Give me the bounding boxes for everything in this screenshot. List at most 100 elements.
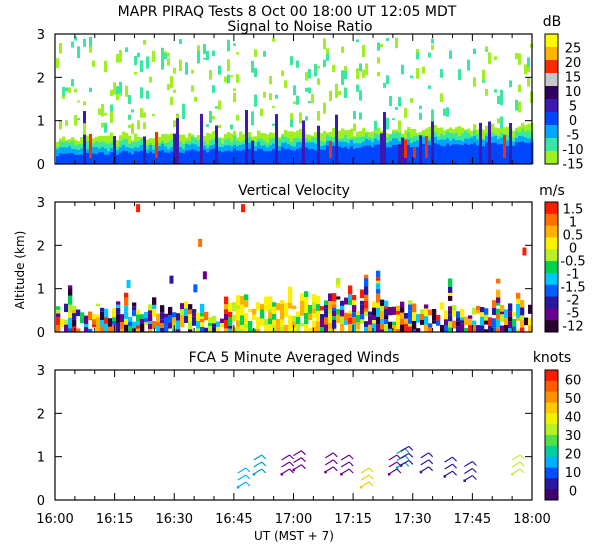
snr-cell	[500, 94, 503, 106]
velocity-cell	[68, 288, 73, 296]
velocity-cell	[96, 303, 101, 307]
velocity-cell	[228, 302, 233, 312]
velocity-cell	[304, 297, 309, 302]
snr-cell	[89, 154, 93, 164]
snr-cell	[305, 87, 308, 92]
velocity-cell	[232, 308, 237, 312]
velocity-cell	[256, 316, 261, 324]
colorbar-swatch	[545, 296, 558, 309]
velocity-cell	[400, 301, 405, 308]
velocity-cell	[524, 317, 529, 326]
colorbar-label: 40	[565, 410, 582, 425]
velocity-cell	[420, 313, 425, 321]
velocity-cell	[424, 316, 429, 325]
snr-cell	[500, 89, 503, 96]
velocity-cell	[388, 328, 393, 332]
wind-barb	[511, 454, 525, 476]
velocity-cell	[408, 326, 413, 332]
velocity-cell	[116, 304, 121, 308]
wind-barb	[395, 447, 410, 469]
snr-cell	[362, 44, 365, 58]
velocity-cell	[300, 300, 305, 305]
snr-cell	[215, 106, 218, 109]
velocity-cell	[56, 306, 61, 310]
wind-barb	[419, 452, 434, 474]
colorbar-label: -1.5	[560, 281, 585, 296]
colorbar-label: 30	[565, 429, 582, 444]
snr-cell	[182, 108, 185, 120]
velocity-cell	[340, 316, 345, 324]
colorbar-label: -5	[567, 128, 580, 143]
velocity-cell	[200, 326, 205, 332]
velocity-cell	[272, 313, 277, 320]
snr-cell	[380, 133, 383, 164]
velocity-cell	[112, 317, 117, 321]
velocity-cell	[300, 304, 305, 310]
velocity-cell	[152, 304, 157, 309]
snr-cell	[197, 51, 200, 64]
snr-cell	[359, 90, 362, 101]
colorbar-frame	[544, 369, 559, 501]
colorbar-label: -5	[567, 307, 580, 322]
velocity-cell	[368, 324, 373, 332]
colorbar-swatch	[545, 138, 558, 152]
velocity-cell	[224, 319, 229, 329]
snr-cell	[83, 101, 86, 106]
velocity-cell	[364, 278, 369, 287]
snr-cell	[62, 86, 65, 92]
velocity-cell	[404, 312, 409, 319]
velocity-cell	[516, 329, 521, 332]
velocity-cell	[164, 317, 169, 327]
velocity-cell	[516, 304, 521, 311]
velocity-cell	[460, 308, 465, 318]
velocity-cell	[444, 310, 449, 320]
velocity-cell	[272, 302, 277, 307]
velocity-cell	[520, 327, 525, 332]
velocity-cell	[184, 308, 189, 316]
velocity-cell	[444, 319, 449, 326]
velocity-cell	[496, 328, 501, 332]
snr-cell	[518, 142, 522, 164]
x-tick-label: 17:00	[275, 512, 312, 527]
velocity-cell	[241, 204, 246, 213]
snr-cell	[164, 52, 167, 60]
velocity-cell	[492, 307, 497, 316]
velocity-cell	[100, 311, 105, 320]
snr-cell	[425, 136, 428, 158]
snr-cell	[83, 111, 86, 164]
snr-cell	[101, 152, 105, 164]
velocity-cell	[480, 306, 485, 313]
velocity-cell	[236, 314, 241, 321]
velocity-cell	[384, 319, 389, 324]
velocity-cell	[236, 298, 241, 306]
snr-cell	[62, 95, 65, 99]
winds-colorbar-unit: knots	[533, 350, 571, 366]
velocity-cell	[188, 304, 193, 310]
snr-cell	[416, 50, 419, 60]
velocity-cell	[492, 300, 497, 308]
snr-cell	[290, 118, 293, 128]
velocity-cell	[160, 312, 165, 320]
velocity-cell	[160, 305, 165, 313]
wind-barb	[463, 460, 477, 482]
snr-cell	[116, 154, 120, 164]
velocity-cell	[176, 329, 181, 332]
velocity-cell	[448, 286, 453, 293]
velocity-cell	[148, 310, 153, 314]
velocity-cell	[424, 324, 429, 332]
velocity-cell	[480, 316, 485, 326]
snr-cell	[149, 76, 152, 83]
snr-cell	[335, 86, 338, 98]
x-axis-label: UT (MST + 7)	[254, 529, 334, 543]
velocity-cell	[328, 309, 333, 314]
snr-cell	[341, 147, 345, 164]
snr-cell	[434, 143, 438, 164]
snr-cell	[209, 149, 213, 164]
velocity-cell	[264, 308, 269, 312]
snr-cell	[170, 75, 173, 88]
wind-barb	[360, 467, 374, 489]
snr-cell	[527, 142, 531, 164]
velocity-cell	[264, 328, 269, 332]
snr-cell	[203, 149, 207, 164]
velocity-cell	[448, 321, 453, 328]
